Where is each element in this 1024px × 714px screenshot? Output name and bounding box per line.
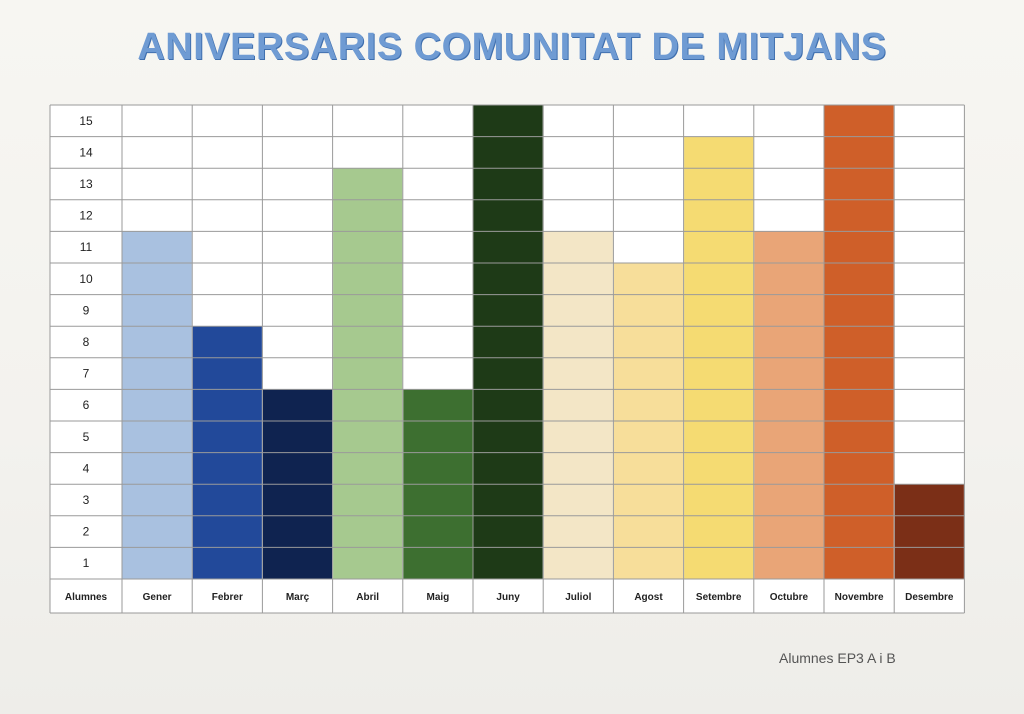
y-tick-label: 1 [83,556,90,570]
category-label: Setembre [696,592,742,603]
y-tick-label: 11 [80,240,93,254]
y-tick-label: 14 [79,145,93,159]
category-label: Abril [356,592,379,603]
page-title: ANIVERSARIS COMUNITAT DE MITJANS [137,26,887,68]
category-label: Novembre [835,592,884,603]
footer-credit: Alumnes EP3 A i B [779,650,896,666]
category-label: Febrer [212,592,243,603]
y-tick-label: 9 [83,303,90,317]
x-axis-label: Alumnes [65,592,108,603]
bar-gener [122,231,192,579]
y-tick-label: 10 [79,272,93,286]
category-label: Desembre [905,592,954,603]
y-tick-label: 13 [79,177,93,191]
category-label: Març [286,592,310,603]
bar-octubre [754,231,824,579]
y-tick-label: 6 [83,398,90,412]
y-tick-label: 15 [79,114,93,128]
bar-juny [473,105,543,579]
bar-novembre [824,105,894,579]
category-label: Juny [496,592,520,603]
category-label: Gener [143,592,172,603]
y-tick-label: 5 [83,430,90,444]
y-tick-label: 4 [83,461,90,475]
bar-abril [333,168,403,579]
category-label: Maig [427,592,450,603]
category-label: Octubre [770,592,809,603]
bar-desembre [894,484,964,579]
y-tick-label: 8 [83,335,90,349]
y-tick-label: 3 [83,493,90,507]
bar-juliol [543,231,613,579]
y-tick-label: 7 [83,367,90,381]
category-label: Juliol [565,592,591,603]
y-tick-label: 12 [79,209,93,223]
category-label: Agost [634,592,663,603]
y-tick-label: 2 [83,525,90,539]
